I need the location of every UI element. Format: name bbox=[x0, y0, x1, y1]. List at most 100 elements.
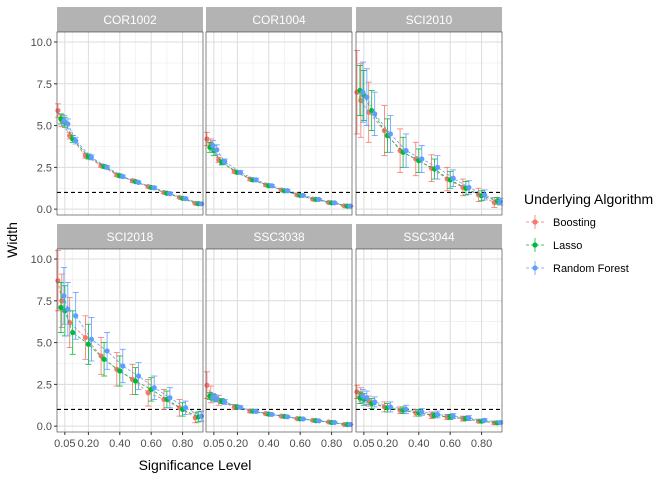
series-random-forest bbox=[359, 388, 504, 426]
panel-border bbox=[205, 31, 353, 216]
series-lasso bbox=[356, 65, 501, 205]
legend-item-random-forest: Random Forest bbox=[526, 261, 629, 275]
data-point bbox=[88, 154, 94, 160]
series-line bbox=[356, 91, 495, 203]
data-point bbox=[237, 404, 243, 411]
series-random-forest bbox=[60, 266, 205, 422]
data-point bbox=[300, 416, 306, 422]
data-point bbox=[419, 409, 425, 415]
data-point bbox=[269, 183, 275, 189]
x-axis-title: Significance Level bbox=[139, 457, 252, 473]
data-point bbox=[204, 382, 210, 388]
panel-grid bbox=[356, 249, 502, 432]
data-point bbox=[481, 417, 488, 423]
data-point bbox=[58, 304, 64, 311]
data-point bbox=[497, 199, 503, 205]
data-point bbox=[403, 148, 409, 154]
series-line bbox=[63, 295, 202, 417]
data-point bbox=[403, 406, 409, 413]
legend: Underlying Algorithm Boosting Lasso Random … bbox=[524, 191, 653, 275]
data-point bbox=[145, 390, 151, 396]
data-point bbox=[253, 177, 259, 183]
panel-cor1004: COR1004 bbox=[203, 7, 354, 216]
series-boosting bbox=[353, 49, 498, 208]
panel-border bbox=[205, 248, 353, 433]
panel-ssc3044: SSC3044 bbox=[353, 224, 504, 433]
data-point bbox=[269, 411, 275, 418]
series-lasso bbox=[206, 141, 351, 209]
series-line bbox=[212, 145, 351, 207]
data-point bbox=[73, 138, 79, 144]
data-point bbox=[210, 143, 216, 149]
panels-layer: COR1002 COR1004 SCI2010 SCI2018 SSC3038 SSC30… bbox=[54, 7, 504, 433]
data-point bbox=[104, 164, 110, 170]
series-boosting bbox=[54, 103, 199, 206]
y-tick-label: 2.5 bbox=[37, 379, 52, 391]
data-point bbox=[387, 404, 393, 410]
x-tick-label: 0.20 bbox=[377, 438, 398, 450]
panel-grid bbox=[206, 32, 352, 215]
panel-strip bbox=[57, 7, 203, 32]
data-point bbox=[132, 378, 139, 384]
data-point bbox=[214, 395, 220, 402]
data-point bbox=[347, 203, 353, 209]
series-line bbox=[206, 385, 345, 425]
data-point bbox=[214, 147, 220, 153]
panel-grid bbox=[57, 249, 203, 432]
x-tick-label: 0.80 bbox=[471, 438, 492, 450]
data-point bbox=[88, 336, 94, 342]
x-tick-label: 0.20 bbox=[78, 438, 99, 450]
data-point bbox=[450, 413, 456, 419]
data-point bbox=[387, 131, 393, 137]
data-point bbox=[331, 200, 338, 206]
series-line bbox=[362, 91, 501, 202]
series-line bbox=[60, 307, 199, 418]
series-boosting bbox=[54, 250, 199, 424]
panel-title: SCI2010 bbox=[406, 13, 453, 27]
data-point bbox=[151, 385, 157, 391]
data-point bbox=[331, 419, 338, 426]
x-tick-label: 0.60 bbox=[140, 438, 161, 450]
data-point bbox=[55, 107, 61, 114]
y-tick-label: 7.5 bbox=[37, 296, 52, 308]
data-point bbox=[198, 413, 204, 419]
data-point bbox=[434, 164, 441, 170]
legend-label: Lasso bbox=[553, 240, 582, 252]
data-point bbox=[466, 415, 472, 421]
data-point bbox=[65, 121, 71, 127]
panel-grid bbox=[206, 249, 352, 432]
data-point bbox=[61, 293, 67, 299]
data-point bbox=[369, 107, 375, 114]
series-boosting bbox=[203, 131, 348, 209]
series-lasso bbox=[356, 391, 501, 426]
y-axis-title: Width bbox=[4, 222, 20, 258]
data-point bbox=[85, 341, 91, 347]
data-point bbox=[65, 306, 71, 312]
data-point bbox=[204, 136, 210, 142]
series-line bbox=[206, 138, 345, 207]
x-tick-label: 0.05 bbox=[54, 438, 75, 450]
data-point bbox=[198, 201, 204, 207]
data-point bbox=[300, 192, 306, 199]
data-point bbox=[135, 179, 142, 186]
y-tick-label: 5.0 bbox=[37, 338, 52, 350]
data-point bbox=[372, 399, 378, 405]
series-random-forest bbox=[209, 140, 354, 209]
panel-ssc3038: SSC3038 bbox=[203, 224, 354, 433]
data-point bbox=[182, 405, 189, 411]
y-tick-label: 10.0 bbox=[31, 37, 52, 49]
data-point bbox=[316, 196, 322, 203]
data-point bbox=[347, 421, 353, 428]
data-point bbox=[222, 399, 228, 405]
series-line bbox=[359, 90, 498, 202]
data-point bbox=[222, 158, 228, 165]
data-point bbox=[135, 373, 142, 379]
data-point bbox=[364, 94, 370, 100]
panel-title: SSC3038 bbox=[253, 230, 305, 244]
series-line bbox=[209, 147, 348, 207]
panel-title: SSC3044 bbox=[403, 230, 455, 244]
data-point bbox=[372, 111, 378, 117]
data-point bbox=[360, 89, 366, 95]
x-tick-label: 0.05 bbox=[353, 438, 374, 450]
x-tick-label: 0.40 bbox=[258, 438, 279, 450]
